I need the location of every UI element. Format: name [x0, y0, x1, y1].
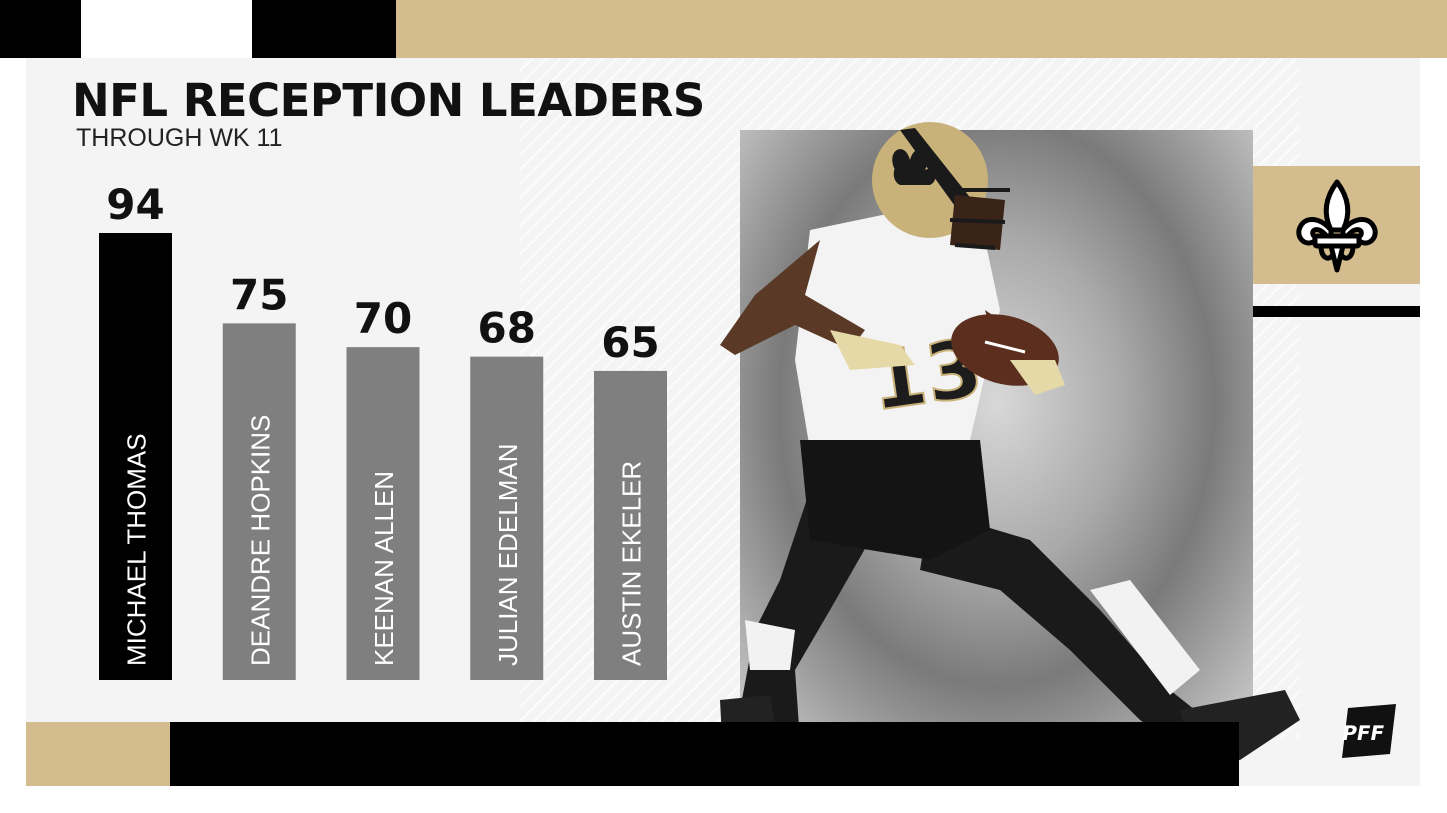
top-black-block-left [0, 0, 81, 58]
bar-julian-edelman [470, 356, 544, 680]
player-figure: 13 [720, 122, 1300, 760]
top-gold-banner [396, 0, 1447, 58]
page-title: NFL RECEPTION LEADERS [72, 74, 705, 127]
bar-category-label: MICHAEL THOMAS [122, 433, 152, 666]
player-photo: 13 [720, 122, 1300, 760]
bar-austin-ekeler [594, 370, 667, 680]
bar-michael-thomas [99, 233, 172, 680]
team-logo-panel [1253, 166, 1420, 284]
pff-badge-text: PFF [1340, 721, 1386, 745]
bar-category-label: KEENAN ALLEN [369, 471, 399, 666]
right-accent-bar [1253, 306, 1420, 317]
bar-deandre-hopkins [222, 323, 296, 680]
bar-value-label: 70 [354, 294, 412, 343]
fleur-de-lis-icon [1296, 179, 1378, 273]
bar-category-label: JULIAN EDELMAN [493, 444, 523, 667]
bar-category-label: DEANDRE HOPKINS [245, 415, 275, 666]
bottom-black-bar [170, 722, 1239, 786]
svg-text:13: 13 [865, 321, 988, 429]
page-subtitle: THROUGH WK 11 [76, 124, 283, 152]
bar-value-label: 65 [601, 318, 659, 367]
bar-value-label: 68 [478, 304, 536, 353]
pff-logo-icon: PFF [1340, 704, 1396, 758]
top-black-block-middle [252, 0, 396, 58]
bar-category-label: AUSTIN EKELER [617, 461, 647, 666]
bottom-gold-block [26, 722, 170, 786]
bar-value-label: 94 [106, 180, 164, 229]
top-white-gap [81, 0, 252, 28]
bar-keenan-allen [346, 347, 420, 680]
reception-bar-chart: 94 MICHAEL THOMAS 75 DEANDRE HOPKINS 70 KEENA… [99, 180, 667, 680]
bar-value-label: 75 [230, 270, 288, 319]
